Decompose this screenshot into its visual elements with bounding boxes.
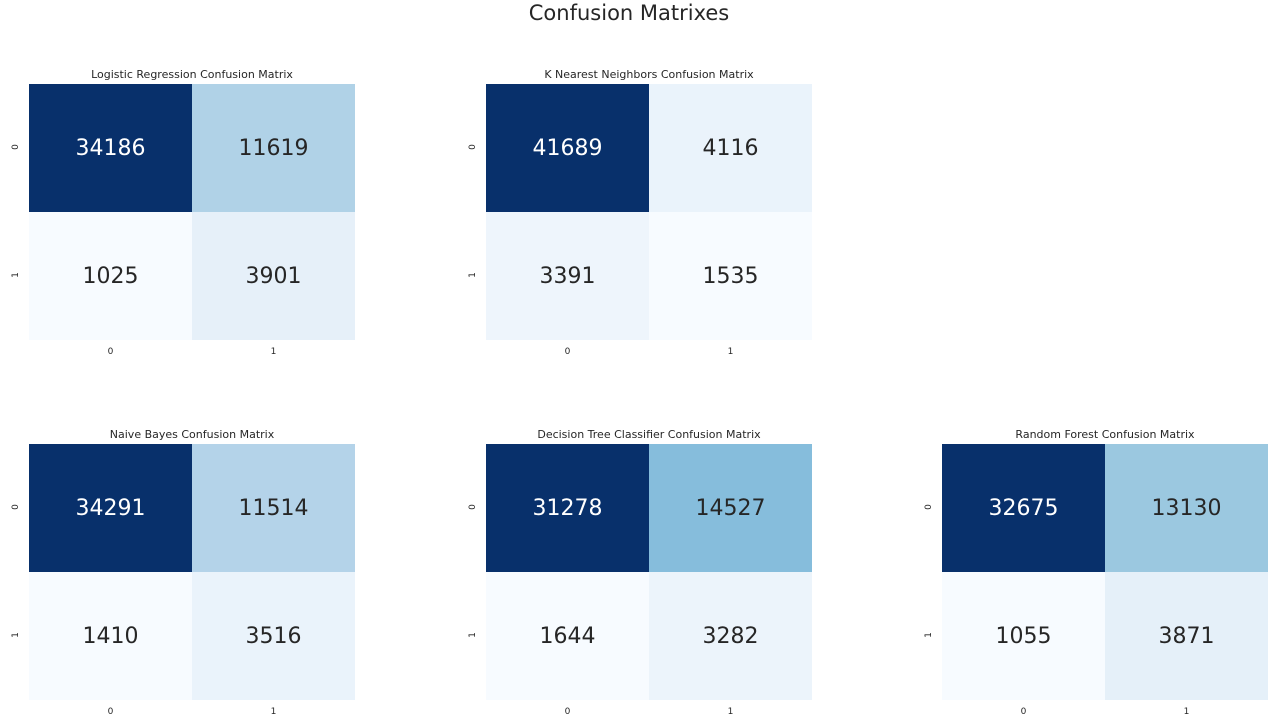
y-tick-label: 0 xyxy=(924,504,934,510)
heatmap-cell: 34186 xyxy=(29,84,192,212)
x-tick-label: 0 xyxy=(564,707,571,717)
y-tick-label: 1 xyxy=(924,632,934,638)
x-tick-label: 1 xyxy=(727,707,734,717)
x-tick-label: 0 xyxy=(1020,707,1027,717)
y-tick-label: 1 xyxy=(11,272,21,278)
x-tick-label: 0 xyxy=(107,707,114,717)
heatmap-cell: 1025 xyxy=(29,212,192,340)
subplot-title: K Nearest Neighbors Confusion Matrix xyxy=(544,68,754,81)
x-tick-label: 1 xyxy=(727,347,734,357)
heatmap-cell: 34291 xyxy=(29,444,192,572)
heatmap-cell: 32675 xyxy=(942,444,1105,572)
heatmap-cell: 1535 xyxy=(649,212,812,340)
x-tick-label: 1 xyxy=(270,347,277,357)
x-tick-label: 0 xyxy=(564,347,571,357)
y-tick-label: 1 xyxy=(11,632,21,638)
figure-title: Confusion Matrixes xyxy=(528,1,730,25)
heatmap-cell: 11619 xyxy=(192,84,355,212)
heatmap-cell: 3901 xyxy=(192,212,355,340)
subplot-title: Random Forest Confusion Matrix xyxy=(1015,428,1195,441)
heatmap-cell: 14527 xyxy=(649,444,812,572)
heatmap-cell: 3871 xyxy=(1105,572,1268,700)
heatmap-cell: 41689 xyxy=(486,84,649,212)
y-tick-label: 0 xyxy=(11,504,21,510)
y-tick-label: 1 xyxy=(468,632,478,638)
heatmap-cell: 13130 xyxy=(1105,444,1268,572)
y-tick-label: 0 xyxy=(468,504,478,510)
x-tick-label: 0 xyxy=(107,347,114,357)
heatmap-cell: 1644 xyxy=(486,572,649,700)
subplot-title: Logistic Regression Confusion Matrix xyxy=(91,68,293,81)
heatmap-cell: 31278 xyxy=(486,444,649,572)
heatmap-cell: 3391 xyxy=(486,212,649,340)
subplot-title: Decision Tree Classifier Confusion Matri… xyxy=(537,428,761,441)
subplot-title: Naive Bayes Confusion Matrix xyxy=(109,428,275,441)
y-tick-label: 0 xyxy=(11,144,21,150)
x-tick-label: 1 xyxy=(1183,707,1190,717)
heatmap-cell: 3282 xyxy=(649,572,812,700)
heatmap-cell: 11514 xyxy=(192,444,355,572)
heatmap-cell: 4116 xyxy=(649,84,812,212)
x-tick-label: 1 xyxy=(270,707,277,717)
y-tick-label: 0 xyxy=(468,144,478,150)
y-tick-label: 1 xyxy=(468,272,478,278)
heatmap-cell: 1055 xyxy=(942,572,1105,700)
heatmap-cell: 1410 xyxy=(29,572,192,700)
heatmap-cell: 3516 xyxy=(192,572,355,700)
